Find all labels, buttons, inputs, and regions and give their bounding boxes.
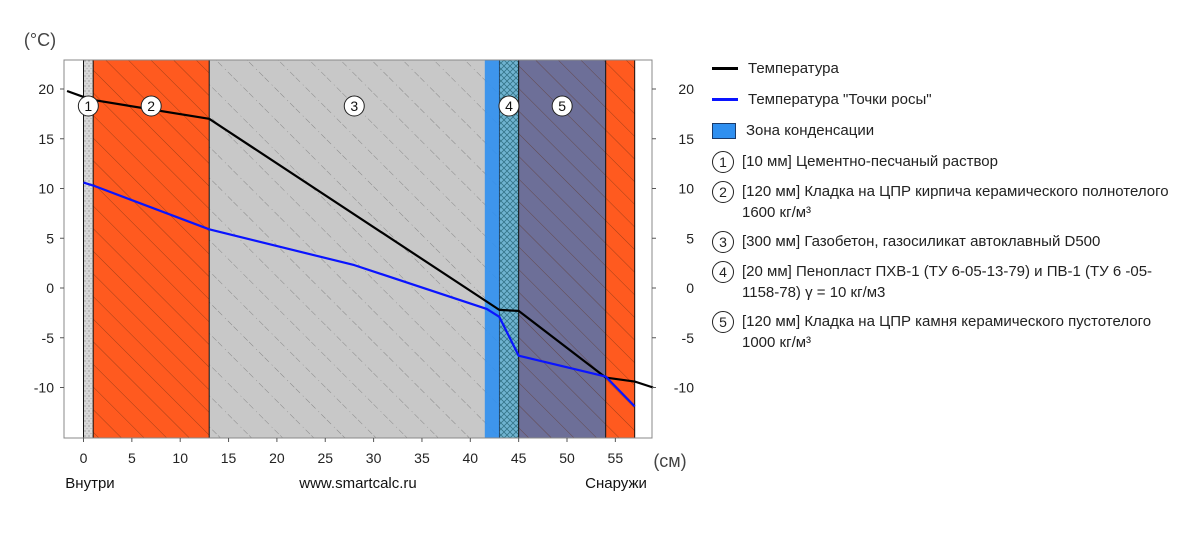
- outside-label: Снаружи: [585, 475, 647, 492]
- y-tick-label: 20: [38, 81, 54, 97]
- y-tick-label: -10: [34, 380, 54, 396]
- dew-point-line: [83, 181, 636, 408]
- legend-layer-1: 1 [10 мм] Цементно-песчаный раствор: [712, 151, 1182, 173]
- layer-marker-2: 2: [140, 95, 162, 117]
- condensation-zone: [484, 60, 500, 438]
- layer-marker-label: 2: [147, 98, 155, 114]
- layer-1-pattern: [83, 60, 94, 438]
- layer-3-text: [300 мм] Газобетон, газосиликат автоклав…: [742, 233, 1101, 250]
- layer-marker-3: 3: [343, 95, 365, 117]
- x-tick-label: 5: [128, 450, 136, 466]
- layer-2-pattern: [93, 60, 210, 438]
- layer-4-badge: 4: [712, 261, 734, 283]
- x-tick-label: 15: [221, 450, 237, 466]
- layer-marker-circle: [343, 95, 365, 117]
- layer-5-badge: 5: [712, 311, 734, 333]
- y-tick-label: 15: [38, 131, 54, 147]
- layer-marker-circle: [140, 95, 162, 117]
- legend-layer-3: 3 [300 мм] Газобетон, газосиликат автокл…: [712, 231, 1182, 253]
- x-tick-label: 0: [80, 450, 88, 466]
- x-tick-label: 50: [559, 450, 575, 466]
- y-axis-unit: (°C): [24, 30, 56, 50]
- y-tick-label: -10: [674, 380, 694, 396]
- layer-3-badge: 3: [712, 231, 734, 253]
- layer-marker-circle: [77, 95, 99, 117]
- x-tick-label: 20: [269, 450, 285, 466]
- condensation-swatch: [712, 122, 736, 139]
- y-tick-label: 5: [686, 230, 694, 246]
- y-tick-label: 5: [46, 230, 54, 246]
- layer-outer-pattern: [605, 60, 635, 438]
- layer-marker-circle: [551, 95, 573, 117]
- layer-marker-circle: [498, 95, 520, 117]
- layer-markers: 1 2 3 4 5: [77, 95, 573, 117]
- layer-4-pattern: [499, 60, 519, 438]
- x-tick-label: 45: [511, 450, 527, 466]
- x-axis-unit: (см): [653, 451, 686, 471]
- y-tick-label: -5: [682, 330, 695, 346]
- layer-3-pattern: [209, 60, 500, 438]
- website-label: www.smartcalc.ru: [298, 475, 417, 492]
- y-tick-label: -5: [42, 330, 55, 346]
- dew-point-line-swatch: [712, 98, 738, 101]
- y-tick-label: 15: [678, 131, 694, 147]
- legend-temperature-label: Температура: [748, 60, 839, 77]
- legend-dew-point: Температура "Точки росы": [712, 89, 1182, 110]
- x-tick-label: 35: [414, 450, 430, 466]
- layer-1-text: [10 мм] Цементно-песчаный раствор: [742, 153, 998, 170]
- x-tick-label: 25: [317, 450, 333, 466]
- layer-5-pattern: [518, 60, 606, 438]
- x-axis: 0 5 10 15 20 25 30 35 40 45 50 55: [80, 438, 624, 466]
- legend-layer-5: 5 [120 мм] Кладка на ЦПР камня керамичес…: [712, 311, 1182, 353]
- layer-1-badge: 1: [712, 151, 734, 173]
- left-axis: 20 15 10 5 0 -5 -10: [34, 81, 64, 396]
- layer-2-text: [120 мм] Кладка на ЦПР кирпича керамичес…: [742, 183, 1169, 221]
- inside-label: Внутри: [65, 475, 114, 492]
- legend-condensation-label: Зона конденсации: [746, 122, 875, 139]
- plot-frame: [63, 59, 653, 439]
- x-tick-label: 55: [608, 450, 624, 466]
- legend-layer-4: 4 [20 мм] Пенопласт ПХВ-1 (ТУ 6-05-13-79…: [712, 261, 1182, 303]
- legend-condensation: Зона конденсации: [712, 120, 1182, 141]
- layer-marker-5: 5: [551, 95, 573, 117]
- layer-5-text: [120 мм] Кладка на ЦПР камня керамическо…: [742, 313, 1152, 351]
- legend: Температура Температура "Точки росы" Зон…: [712, 58, 1182, 361]
- x-tick-label: 30: [366, 450, 382, 466]
- layer-marker-label: 1: [84, 98, 92, 114]
- legend-dew-point-label: Температура "Точки росы": [748, 91, 932, 108]
- x-tick-label: 40: [463, 450, 479, 466]
- legend-temperature: Температура: [712, 58, 1182, 79]
- layer-marker-label: 3: [350, 98, 358, 114]
- y-tick-label: 10: [678, 181, 694, 197]
- y-tick-label: 20: [678, 81, 694, 97]
- x-tick-label: 10: [172, 450, 188, 466]
- layers-group: [83, 60, 636, 438]
- y-tick-label: 10: [38, 181, 54, 197]
- y-tick-label: 0: [686, 280, 694, 296]
- layer-marker-label: 5: [558, 98, 566, 114]
- layer-marker-4: 4: [498, 95, 520, 117]
- layer-4-text: [20 мм] Пенопласт ПХВ-1 (ТУ 6-05-13-79) …: [742, 263, 1153, 301]
- layer-marker-label: 4: [505, 98, 513, 114]
- y-tick-label: 0: [46, 280, 54, 296]
- layer-marker-1: 1: [77, 95, 99, 117]
- layer-2-badge: 2: [712, 181, 734, 203]
- right-axis: 20 15 10 5 0 -5 -10: [652, 81, 694, 396]
- temperature-line-swatch: [712, 67, 738, 70]
- legend-layer-2: 2 [120 мм] Кладка на ЦПР кирпича керамич…: [712, 181, 1182, 223]
